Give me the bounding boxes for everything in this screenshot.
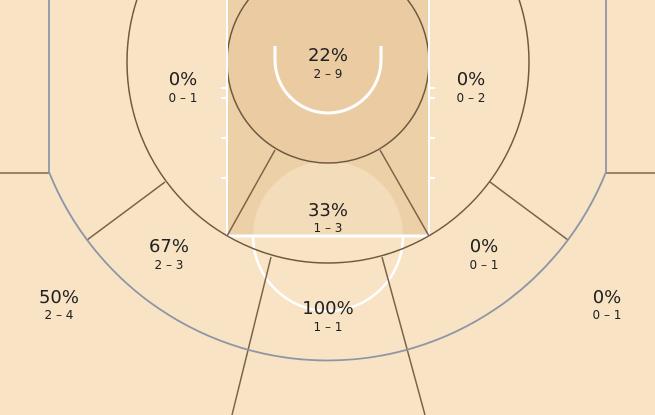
pct-label: 22%	[308, 45, 348, 66]
pct-label: 33%	[308, 200, 348, 221]
zone-mid-right-wing: 0% 0 – 1	[470, 236, 499, 272]
zone-paint-non-ra: 33% 1 – 3	[308, 200, 348, 235]
fraction-label: 0 – 1	[593, 308, 622, 322]
fraction-label: 2 – 9	[314, 67, 343, 81]
fraction-label: 0 – 1	[470, 258, 499, 272]
free-throw-arc	[251, 235, 405, 313]
fraction-label: 1 – 3	[314, 221, 343, 235]
three-point-line	[48, 0, 607, 362]
zone-mid-left-baseline: 0% 0 – 1	[169, 69, 198, 105]
pct-label: 0%	[470, 236, 499, 257]
zone-three-left: 50% 2 – 4	[39, 287, 79, 322]
restricted-arc	[273, 46, 383, 115]
lane-ticks	[221, 87, 435, 179]
zone-mid-right-baseline: 0% 0 – 2	[457, 69, 486, 105]
mid-range-ring	[126, 0, 530, 264]
zone-three-right: 0% 0 – 1	[593, 287, 622, 322]
pct-label: 0%	[169, 69, 198, 90]
pct-label: 67%	[149, 236, 189, 257]
pct-label: 0%	[593, 287, 622, 308]
pct-label: 0%	[457, 69, 486, 90]
free-throw-circle-fill	[253, 161, 403, 236]
zone-mid-top: 100% 1 – 1	[302, 298, 353, 334]
pct-label: 100%	[302, 298, 353, 319]
fraction-label: 2 – 4	[45, 308, 74, 322]
pct-label: 50%	[39, 287, 79, 308]
zone-restricted-area: 22% 2 – 9	[308, 45, 348, 81]
zone-dividers	[0, 149, 655, 415]
zone-mid-left-wing: 67% 2 – 3	[149, 236, 189, 272]
fraction-label: 0 – 2	[457, 91, 486, 105]
fraction-label: 1 – 1	[314, 320, 343, 334]
fraction-label: 0 – 1	[169, 91, 198, 105]
fraction-label: 2 – 3	[155, 258, 184, 272]
